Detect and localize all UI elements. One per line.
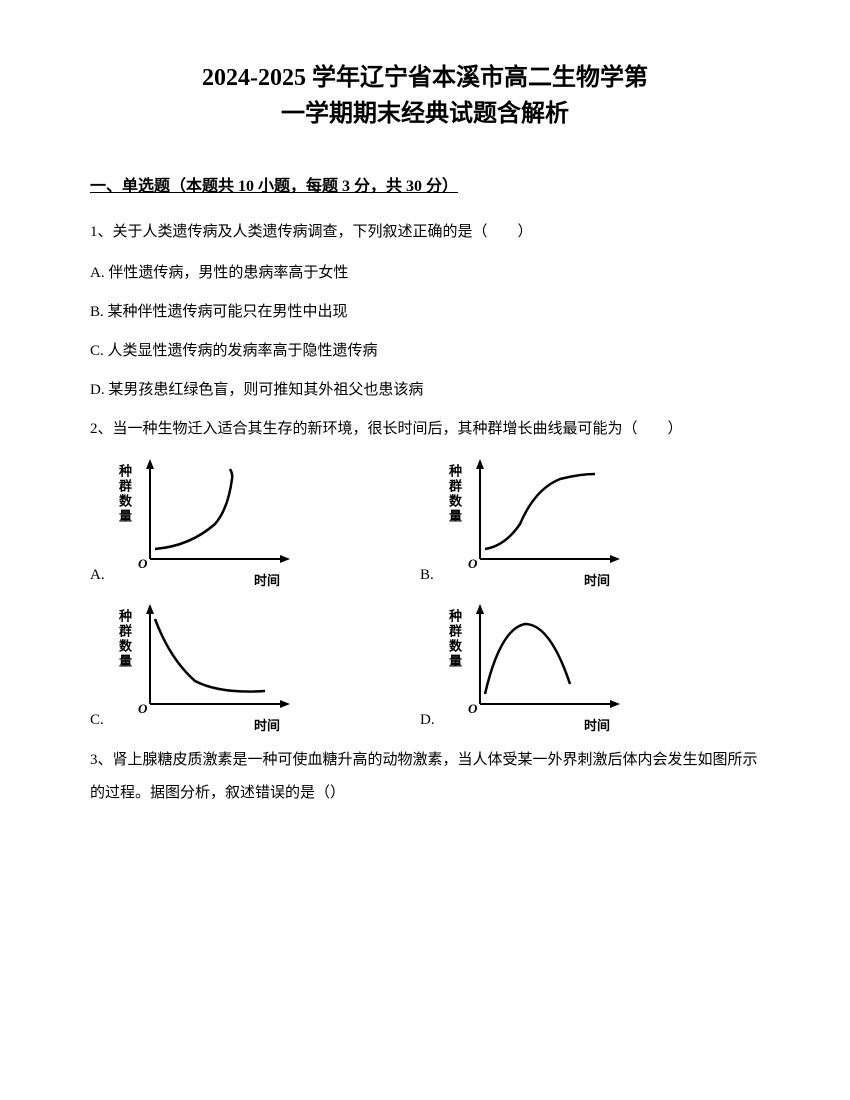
- q2-chart-a: 种群数量 O 时间: [120, 454, 300, 584]
- title-line-1: 2024-2025 学年辽宁省本溪市高二生物学第: [90, 60, 760, 96]
- chart-a-origin: O: [138, 556, 147, 572]
- chart-b-xlabel: 时间: [584, 570, 610, 589]
- q1-option-d: D. 某男孩患红绿色盲，则可推知其外祖父也患该病: [90, 374, 760, 407]
- chart-d-ylabel: 种群数量: [445, 609, 464, 669]
- chart-c-xlabel: 时间: [254, 715, 280, 734]
- title-line-2: 一学期期末经典试题含解析: [90, 96, 760, 132]
- page-title: 2024-2025 学年辽宁省本溪市高二生物学第 一学期期末经典试题含解析: [90, 60, 760, 132]
- q2-chart-d: 种群数量 O 时间: [450, 599, 630, 729]
- q2-chart-a-item: A. 种群数量 O 时间: [90, 454, 420, 584]
- chart-b-ylabel: 种群数量: [445, 464, 464, 524]
- chart-b-origin: O: [468, 556, 477, 572]
- chart-a-xlabel: 时间: [254, 570, 280, 589]
- q1-stem: 1、关于人类遗传病及人类遗传病调查，下列叙述正确的是（ ）: [90, 216, 760, 249]
- q2-chart-c-item: C. 种群数量 O 时间: [90, 599, 420, 729]
- q1-option-c: C. 人类显性遗传病的发病率高于隐性遗传病: [90, 335, 760, 368]
- q2-charts-row-1: A. 种群数量 O 时间 B. 种群数量 O 时间: [90, 454, 760, 584]
- chart-d-xlabel: 时间: [584, 715, 610, 734]
- chart-c-origin: O: [138, 701, 147, 717]
- q2-chart-d-item: D. 种群数量 O 时间: [420, 599, 750, 729]
- chart-c-ylabel: 种群数量: [115, 609, 134, 669]
- q2-label-c: C.: [90, 712, 110, 729]
- q2-charts-row-2: C. 种群数量 O 时间 D. 种群数量 O 时间: [90, 599, 760, 729]
- q2-stem: 2、当一种生物迁入适合其生存的新环境，很长时间后，其种群增长曲线最可能为（ ）: [90, 413, 760, 446]
- q2-label-a: A.: [90, 567, 110, 584]
- q2-label-d: D.: [420, 712, 440, 729]
- q3-stem: 3、肾上腺糖皮质激素是一种可使血糖升高的动物激素，当人体受某一外界刺激后体内会发…: [90, 744, 760, 810]
- q2-chart-b-item: B. 种群数量 O 时间: [420, 454, 750, 584]
- q1-option-a: A. 伴性遗传病，男性的患病率高于女性: [90, 257, 760, 290]
- section-header: 一、单选题（本题共 10 小题，每题 3 分，共 30 分）: [90, 172, 760, 196]
- q2-chart-c: 种群数量 O 时间: [120, 599, 300, 729]
- q2-chart-b: 种群数量 O 时间: [450, 454, 630, 584]
- chart-d-origin: O: [468, 701, 477, 717]
- chart-a-ylabel: 种群数量: [115, 464, 134, 524]
- q2-label-b: B.: [420, 567, 440, 584]
- q1-option-b: B. 某种伴性遗传病可能只在男性中出现: [90, 296, 760, 329]
